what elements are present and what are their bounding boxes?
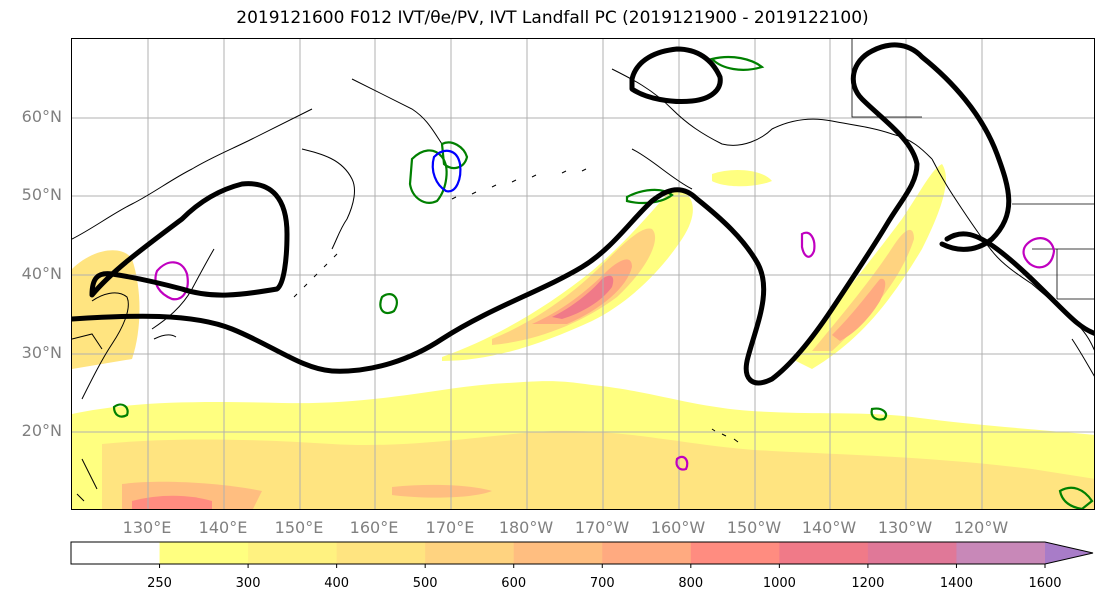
colorbar-tick-label: 800 bbox=[678, 576, 704, 591]
coast-philippines bbox=[76, 458, 98, 502]
lon-tick-150e: 150°E bbox=[274, 518, 324, 537]
colorbar-box bbox=[779, 542, 869, 564]
lon-tick-170w: 170°W bbox=[574, 518, 630, 537]
theta-e-contour-4 bbox=[440, 141, 469, 170]
ivt-ar-east bbox=[792, 164, 946, 369]
lat-tick-30n: 30°N bbox=[21, 343, 62, 362]
pv-magenta-contour-2 bbox=[1022, 237, 1056, 269]
border-alaska-canada bbox=[851, 39, 922, 118]
coast-baja bbox=[1071, 338, 1094, 377]
colorbar-box bbox=[956, 542, 1046, 564]
theta-e-contour-2 bbox=[625, 188, 674, 205]
coast-kamchatka bbox=[301, 78, 443, 250]
landfall-contour-east bbox=[944, 231, 1094, 336]
lon-tick-160e: 160°E bbox=[349, 518, 399, 537]
colorbar-box bbox=[248, 542, 338, 564]
theta-e-contour-7 bbox=[709, 55, 765, 71]
lat-tick-50n: 50°N bbox=[21, 185, 62, 204]
lon-tick-140w: 140°W bbox=[801, 518, 857, 537]
colorbar-box bbox=[513, 542, 603, 564]
theta-e-contour-5 bbox=[112, 403, 129, 418]
ivt-band-subtropical-core3 bbox=[132, 495, 212, 509]
ivt-west-edge bbox=[72, 250, 140, 369]
ivt-ar-central-mid bbox=[492, 228, 656, 345]
country-borders bbox=[851, 39, 1094, 300]
ivt-ar-central-max bbox=[552, 275, 614, 319]
theta-e-contours bbox=[112, 55, 1094, 509]
colorbar-tick-label: 600 bbox=[501, 576, 527, 591]
landfall-pc-contours bbox=[72, 42, 1094, 386]
colorbar-box bbox=[867, 542, 957, 564]
ivt-northeast-patch bbox=[712, 169, 772, 187]
colorbar bbox=[70, 541, 1094, 568]
colorbar-box bbox=[425, 542, 515, 564]
colorbar-ticks bbox=[159, 564, 1046, 568]
colorbar-tick-label: 1200 bbox=[851, 576, 885, 591]
colorbar-tick-label: 400 bbox=[324, 576, 350, 591]
chart-title: 2019121600 F012 IVT/θe/PV, IVT Landfall … bbox=[236, 8, 869, 28]
pv-magenta-contour-3 bbox=[800, 231, 816, 258]
landfall-contour-alaska-loop bbox=[629, 46, 723, 104]
coast-east-asia bbox=[72, 108, 313, 400]
colorbar-tick-label: 500 bbox=[412, 576, 438, 591]
colorbar-box bbox=[602, 542, 692, 564]
coast-na-west bbox=[931, 158, 1094, 351]
colorbar-boxes bbox=[71, 542, 1093, 564]
lon-tick-130e: 130°E bbox=[122, 518, 172, 537]
lon-tick-160w: 160°W bbox=[650, 518, 706, 537]
coast-hawaii bbox=[711, 428, 739, 443]
lat-tick-20n: 20°N bbox=[21, 421, 62, 440]
lon-tick-180w: 180°W bbox=[498, 518, 554, 537]
colorbar-tick-label: 250 bbox=[147, 576, 172, 591]
map-panel bbox=[71, 38, 1095, 510]
colorbar-tick-label: 1000 bbox=[762, 576, 796, 591]
coast-japan bbox=[151, 248, 215, 340]
ivt-ar-east-mid bbox=[812, 229, 914, 351]
colorbar-box-below bbox=[71, 542, 160, 564]
ivt-ar-east-core bbox=[832, 278, 886, 341]
grid-lines bbox=[72, 39, 1094, 509]
colorbar-tick-label: 1600 bbox=[1028, 576, 1062, 591]
ivt-shading bbox=[72, 164, 1094, 509]
lon-tick-150w: 150°W bbox=[726, 518, 782, 537]
lat-tick-40n: 40°N bbox=[21, 264, 62, 283]
colorbar-outline bbox=[70, 541, 1094, 565]
theta-e-contour-6 bbox=[1058, 486, 1094, 509]
coast-kurils bbox=[293, 253, 338, 298]
landfall-contour-main bbox=[72, 42, 1012, 386]
colorbar-box bbox=[336, 542, 426, 564]
coast-alaska bbox=[611, 68, 933, 190]
landfall-contour-japan-loop bbox=[89, 181, 290, 298]
lon-tick-120w: 120°W bbox=[953, 518, 1009, 537]
ivt-band-subtropical-inner bbox=[102, 430, 1094, 509]
colorbar-extend-max bbox=[1045, 542, 1093, 564]
lon-tick-170e: 170°E bbox=[425, 518, 475, 537]
ivt-band-subtropical-core2 bbox=[392, 484, 492, 498]
coast-aleutians bbox=[451, 168, 587, 200]
coastlines bbox=[72, 68, 1094, 502]
pv-magenta-contour-1 bbox=[154, 261, 189, 301]
colorbar-box bbox=[159, 542, 249, 564]
pv-contours bbox=[154, 149, 1056, 471]
pv-magenta-contour-4 bbox=[675, 455, 689, 471]
pv-blue-contour-1 bbox=[431, 149, 462, 193]
lat-tick-60n: 60°N bbox=[21, 107, 62, 126]
colorbar-tick-label: 700 bbox=[589, 576, 615, 591]
colorbar-box bbox=[690, 542, 780, 564]
colorbar-tick-label: 300 bbox=[235, 576, 261, 591]
lon-tick-140e: 140°E bbox=[198, 518, 248, 537]
border-us-states bbox=[1032, 248, 1094, 300]
theta-e-contour-3 bbox=[379, 293, 398, 315]
map-svg bbox=[72, 39, 1094, 509]
lon-tick-130w: 130°W bbox=[877, 518, 933, 537]
colorbar-tick-label: 1400 bbox=[939, 576, 973, 591]
theta-e-contour-1 bbox=[408, 149, 448, 204]
theta-e-contour-8 bbox=[870, 407, 888, 421]
